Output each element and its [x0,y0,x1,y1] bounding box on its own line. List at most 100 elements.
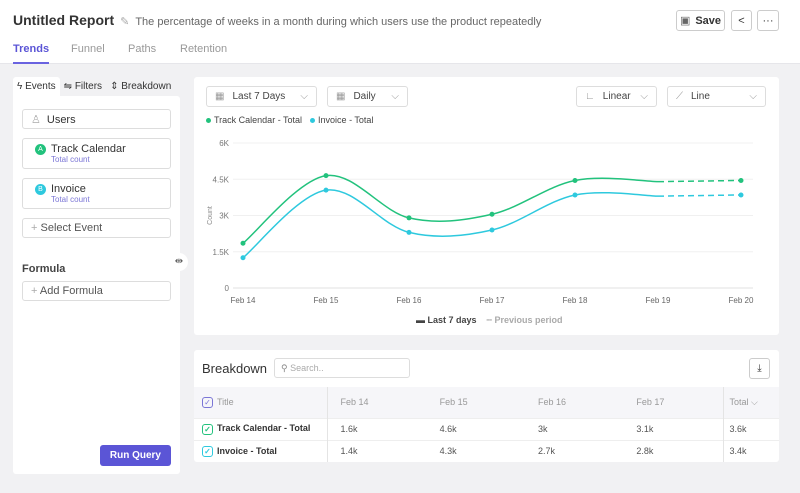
data-point [406,215,412,221]
line-chart-icon: ⟋ [676,91,683,102]
column-title[interactable]: ✓ Title [194,387,328,418]
table-row: ✓ Track Calendar - Total 1.6k 4.6k 3k 3.1… [194,417,779,440]
data-point [489,211,495,217]
chevron-down-icon: ⌵ [749,91,757,102]
x-tick-label: Feb 14 [231,296,256,305]
event-metric[interactable]: Total count [51,155,90,164]
calendar-icon: ▦ [215,91,225,102]
y-tick-label: 1.5K [213,248,230,257]
x-tick-label: Feb 19 [646,296,671,305]
tab-trends[interactable]: Trends [13,43,50,64]
tab-filters[interactable]: ⇋ Filters [63,81,103,92]
breakdown-table: ✓ Title Feb 14 Feb 15 Feb 16 Feb 17 Total… [194,387,779,462]
breakdown-icon: ⇕ [110,81,122,92]
bolt-icon: ϟ [17,81,26,92]
select-event-button[interactable]: + Select Event [22,218,171,238]
badge-b: B [35,183,46,195]
legend-item[interactable]: Invoice - Total [310,115,373,125]
badge-a: A [35,143,46,155]
cell: 1.4k [327,439,427,462]
cell: 4.6k [426,417,525,440]
plus-icon: + [31,285,40,297]
chevron-down-icon: ⌵ [391,91,399,102]
chevron-down-icon: ⌵ [300,91,308,102]
chart-type-dropdown[interactable]: ⟋ Line ⌵ [667,86,766,107]
tab-funnel[interactable]: Funnel [71,43,105,55]
save-icon: ▣ [679,15,691,27]
filter-icon: ⇋ [63,81,75,92]
interval-dropdown[interactable]: ▦ Daily ⌵ [327,86,408,107]
x-tick-label: Feb 20 [729,296,754,305]
cell: 2.8k [623,439,724,462]
axis-icon: ∟ [585,91,595,102]
event-metric[interactable]: Total count [51,195,90,204]
row-checkbox[interactable]: ✓ [202,423,213,435]
cell: 3.1k [623,417,724,440]
y-tick-label: 4.5K [213,175,230,184]
legend-item[interactable]: Track Calendar - Total [206,115,302,125]
date-range-dropdown[interactable]: ▦ Last 7 Days ⌵ [206,86,317,107]
column-total[interactable]: Total ⌵ [723,387,779,418]
save-button[interactable]: ▣ Save [676,10,725,31]
tab-events[interactable]: ϟ Events [13,77,60,97]
x-tick-label: Feb 16 [397,296,422,305]
resize-handle-icon[interactable]: ⇹ [170,253,188,271]
series-line-previous [657,179,742,183]
download-button[interactable]: ⤓ [749,358,770,379]
column-feb14: Feb 14 [327,387,427,418]
table-row: ✓ Invoice - Total 1.4k 4.3k 2.7k 2.8k 3.4… [194,439,779,462]
search-input[interactable]: ⚲ Search.. [274,358,410,378]
breakdown-title: Breakdown [202,361,268,376]
legend-current: ▬ Last 7 days [416,315,477,325]
select-all-checkbox[interactable]: ✓ [202,396,213,408]
chart-card: ▦ Last 7 Days ⌵ ▦ Daily ⌵ ∟ Linear ⌵ ⟋ Line ⌵ Tr… [194,77,779,335]
column-feb16: Feb 16 [524,387,624,418]
data-point [240,255,246,261]
chart-legend: Track Calendar - Total Invoice - Total [206,115,373,125]
download-icon: ⤓ [757,363,762,374]
series-line-previous [657,194,742,197]
report-description: The percentage of weeks in a month durin… [135,16,542,28]
chevron-down-icon: ⌵ [751,396,758,407]
data-point [572,192,578,198]
plus-icon: + [31,222,41,234]
series-line [242,174,659,244]
tab-retention[interactable]: Retention [180,43,228,55]
data-point [572,177,578,183]
user-icon: ♙ [31,114,41,126]
more-button[interactable]: ··· [757,10,779,31]
cell: 1.6k [327,417,427,440]
pencil-icon[interactable]: ✎ [120,16,130,28]
share-button[interactable]: < [731,10,752,31]
search-icon: ⚲ [281,363,291,373]
y-tick-label: 6K [219,139,229,148]
run-query-button[interactable]: Run Query [99,445,171,466]
period-legend: ▬ Last 7 days ╌ Previous period [416,315,563,326]
column-feb15: Feb 15 [426,387,525,418]
add-formula-button[interactable]: + Add Formula [22,281,171,301]
x-tick-label: Feb 15 [314,296,339,305]
scale-dropdown[interactable]: ∟ Linear ⌵ [576,86,657,107]
cell: 3k [524,417,624,440]
tab-paths[interactable]: Paths [128,43,157,55]
users-selector[interactable]: ♙ Users [22,109,171,129]
data-point [738,192,744,198]
tab-breakdown[interactable]: ⇕ Breakdown [110,81,172,92]
title-row: Untitled Report ✎ The percentage of week… [13,12,541,28]
share-icon: < [738,14,745,27]
cell: 4.3k [426,439,525,462]
chevron-down-icon: ⌵ [640,91,648,102]
data-point [323,187,329,193]
more-icon: ··· [762,14,774,27]
row-checkbox[interactable]: ✓ [202,445,213,457]
cell: 2.7k [524,439,624,462]
data-point [323,173,329,179]
y-tick-label: 0 [225,284,230,293]
event-track-calendar[interactable]: A Track Calendar Total count [22,138,171,169]
report-title[interactable]: Untitled Report [13,12,115,28]
series-line [242,189,659,259]
data-point [240,240,246,246]
data-point [489,227,495,233]
event-invoice[interactable]: B Invoice Total count [22,178,171,209]
legend-previous: ╌ Previous period [486,315,563,325]
